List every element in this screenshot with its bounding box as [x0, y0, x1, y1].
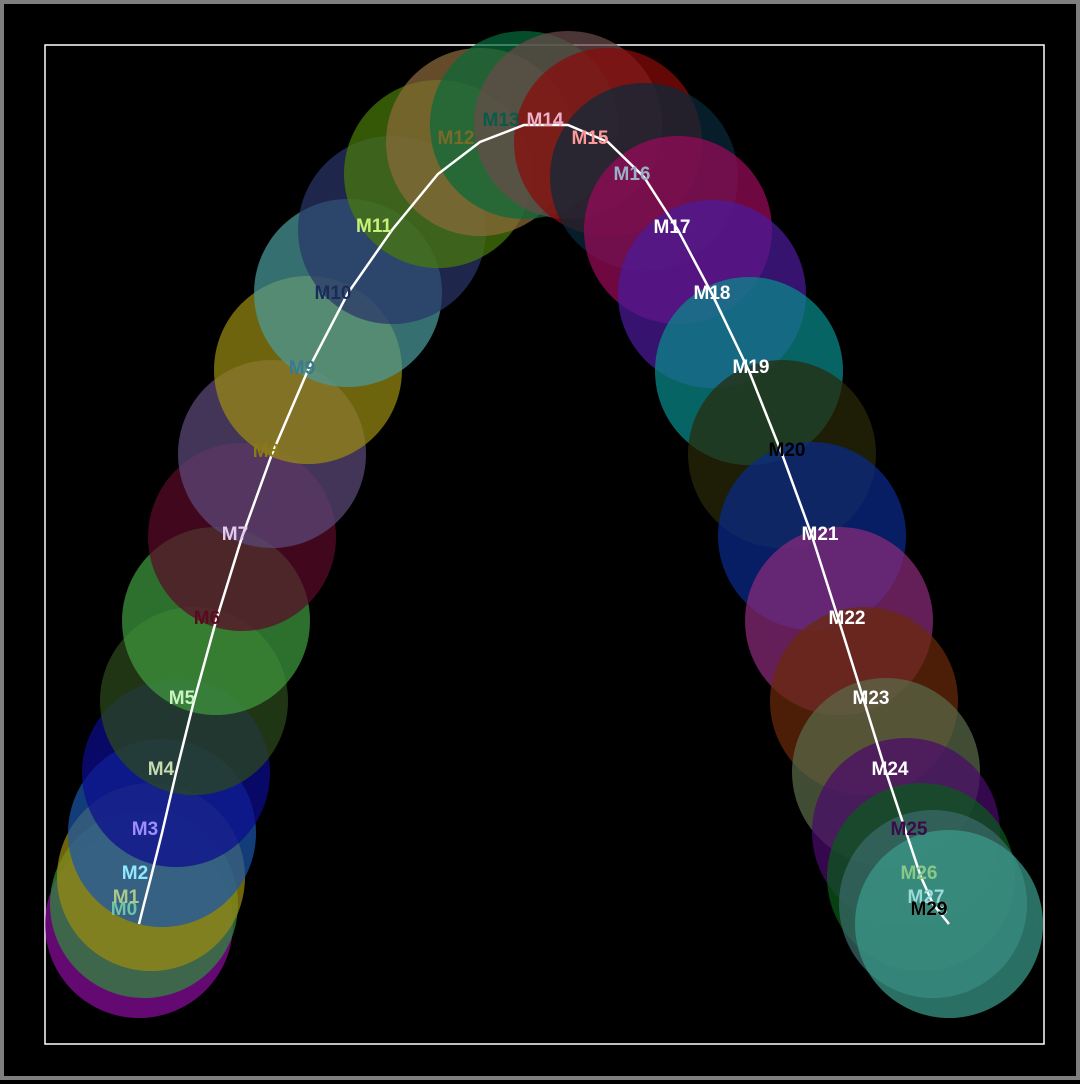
marker-label-m6: M6 [194, 608, 220, 629]
marker-label-m23: M23 [853, 688, 890, 709]
marker-label-m27: M27 [908, 887, 945, 908]
marker-label-m24: M24 [872, 759, 909, 780]
marker-label-m10: M10 [315, 283, 352, 304]
marker-label-m16: M16 [614, 164, 651, 185]
marker-circles [45, 31, 1043, 1018]
arch-center-path [137, 123, 950, 925]
marker-label-m7: M7 [222, 524, 248, 545]
marker-label-m14: M14 [527, 110, 564, 131]
marker-label-m25: M25 [891, 819, 928, 840]
marker-label-m19: M19 [733, 357, 770, 378]
marker-label-m3: M3 [132, 819, 158, 840]
marker-label-m28: M28 [911, 899, 948, 920]
marker-label-m11: M11 [356, 216, 392, 237]
marker-label-m18: M18 [694, 283, 731, 304]
marker-label-m0: M0 [111, 899, 137, 920]
marker-label-m2: M2 [122, 863, 148, 884]
marker-label-m8: M8 [253, 441, 279, 462]
marker-label-m29: M29 [911, 899, 948, 920]
marker-label-m4: M4 [148, 759, 175, 780]
marker-label-m15: M15 [572, 128, 609, 149]
marker-label-m20: M20 [769, 440, 806, 461]
marker-label-m9: M9 [289, 358, 315, 379]
marker-label-m1: M1 [113, 887, 140, 908]
marker-label-m12: M12 [438, 128, 475, 149]
marker-label-m17: M17 [654, 217, 691, 238]
marker-label-m22: M22 [829, 608, 866, 629]
marker-label-m26: M26 [901, 863, 938, 884]
marker-label-m13: M13 [483, 110, 520, 131]
marker-label-m5: M5 [169, 688, 196, 709]
marker-label-m21: M21 [802, 524, 839, 545]
